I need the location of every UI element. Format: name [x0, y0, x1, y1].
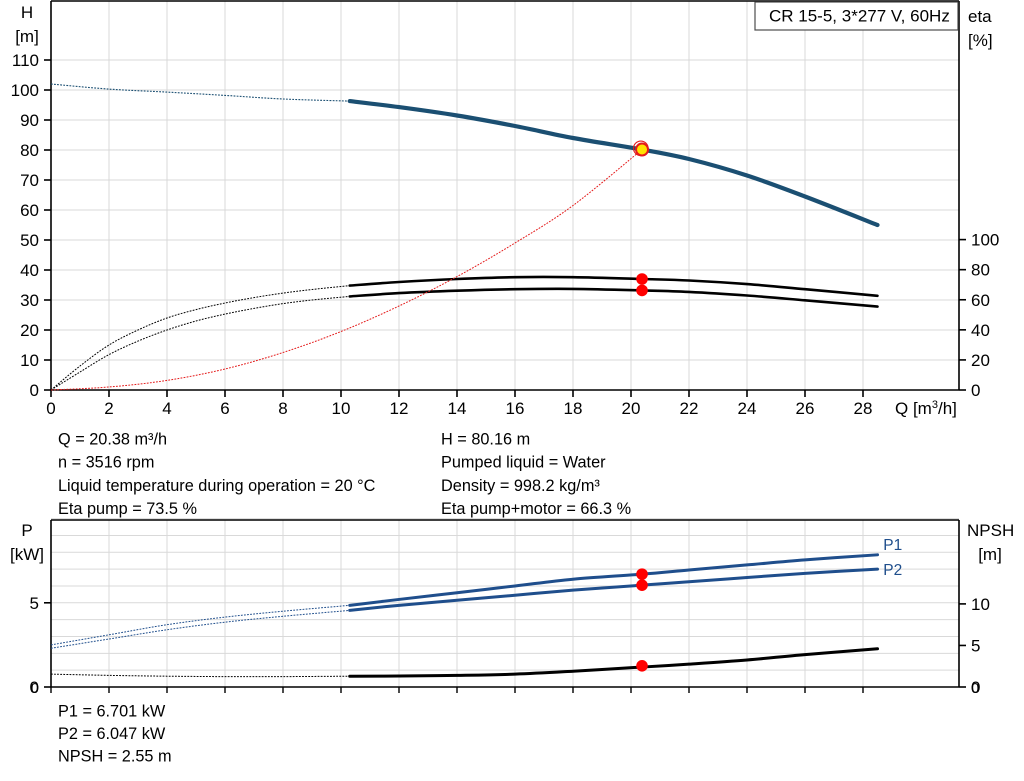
svg-text:50: 50: [20, 231, 39, 250]
svg-text:8: 8: [278, 399, 287, 418]
svg-text:Q [m3/h]: Q [m3/h]: [895, 399, 957, 418]
svg-text:0: 0: [31, 680, 39, 697]
svg-text:[m]: [m]: [15, 27, 39, 46]
svg-text:0: 0: [46, 399, 55, 418]
svg-text:Q = 20.38 m³/h: Q = 20.38 m³/h: [58, 431, 167, 449]
svg-text:70: 70: [20, 171, 39, 190]
svg-text:[kW]: [kW]: [10, 545, 44, 564]
svg-text:24: 24: [738, 399, 757, 418]
svg-text:20: 20: [622, 399, 641, 418]
svg-text:12: 12: [390, 399, 409, 418]
svg-text:eta: eta: [968, 7, 992, 26]
svg-text:Liquid temperature during oper: Liquid temperature during operation = 20…: [58, 477, 376, 495]
svg-text:H: H: [21, 3, 33, 22]
svg-text:0: 0: [30, 381, 39, 400]
svg-text:26: 26: [796, 399, 815, 418]
svg-text:22: 22: [680, 399, 699, 418]
svg-text:2: 2: [104, 399, 113, 418]
svg-text:P: P: [21, 521, 32, 540]
svg-text:H = 80.16 m: H = 80.16 m: [441, 431, 530, 449]
svg-text:110: 110: [12, 51, 39, 70]
svg-text:4: 4: [162, 399, 171, 418]
svg-text:10: 10: [20, 351, 39, 370]
svg-text:20: 20: [971, 351, 990, 370]
svg-text:40: 40: [20, 261, 39, 280]
svg-text:10: 10: [971, 595, 990, 614]
svg-text:P1 = 6.701 kW: P1 = 6.701 kW: [58, 703, 166, 721]
svg-text:n = 3516 rpm: n = 3516 rpm: [58, 454, 154, 472]
svg-text:Density = 998.2 kg/m³: Density = 998.2 kg/m³: [441, 477, 600, 495]
svg-text:NPSH: NPSH: [967, 521, 1014, 540]
svg-text:40: 40: [971, 321, 990, 340]
svg-text:60: 60: [20, 201, 39, 220]
svg-text:80: 80: [20, 141, 39, 160]
svg-text:80: 80: [971, 261, 990, 280]
svg-text:P2: P2: [883, 562, 902, 579]
svg-text:18: 18: [564, 399, 583, 418]
svg-text:[m]: [m]: [978, 545, 1002, 564]
svg-text:NPSH = 2.55 m: NPSH = 2.55 m: [58, 748, 172, 766]
svg-text:Eta pump+motor = 66.3 %: Eta pump+motor = 66.3 %: [441, 500, 631, 518]
svg-text:P1: P1: [883, 537, 902, 554]
svg-text:100: 100: [971, 231, 999, 250]
svg-text:6: 6: [220, 399, 229, 418]
svg-text:Eta pump = 73.5 %: Eta pump = 73.5 %: [58, 500, 197, 518]
svg-text:P2 = 6.047 kW: P2 = 6.047 kW: [58, 725, 166, 743]
svg-text:Pumped liquid = Water: Pumped liquid = Water: [441, 454, 606, 472]
svg-text:CR 15-5, 3*277 V, 60Hz: CR 15-5, 3*277 V, 60Hz: [769, 7, 950, 26]
svg-text:28: 28: [854, 399, 873, 418]
svg-text:20: 20: [20, 321, 39, 340]
svg-text:30: 30: [20, 291, 39, 310]
svg-text:100: 100: [11, 81, 39, 100]
svg-text:10: 10: [332, 399, 351, 418]
svg-text:60: 60: [971, 291, 990, 310]
svg-text:5: 5: [971, 636, 980, 655]
svg-text:90: 90: [20, 111, 39, 130]
svg-text:14: 14: [448, 399, 467, 418]
svg-text:16: 16: [506, 399, 525, 418]
svg-text:5: 5: [30, 594, 39, 613]
svg-text:0: 0: [971, 680, 979, 697]
svg-text:[%]: [%]: [968, 31, 993, 50]
svg-text:0: 0: [971, 381, 980, 400]
